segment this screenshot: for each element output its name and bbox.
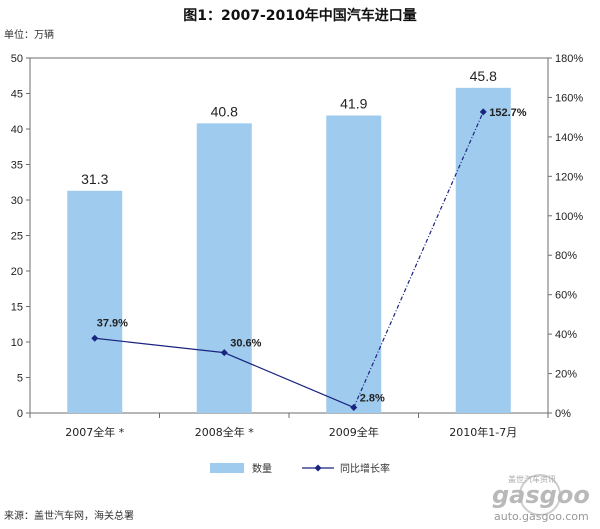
y-right-tick-label: 0%	[555, 408, 571, 420]
bar-1	[67, 190, 123, 413]
y-left-tick-label: 15	[11, 302, 23, 314]
growth-point-2	[220, 349, 228, 357]
bar-value-label: 31.3	[81, 171, 108, 187]
watermark-logo: 盖世汽车资讯 gasgoo auto.gasgoo.com	[492, 474, 590, 523]
source-note: 来源：盖世汽车网，海关总署	[4, 509, 134, 522]
growth-point-1	[91, 334, 99, 342]
y-right-tick-label: 20%	[555, 369, 577, 381]
growth-point-3	[350, 403, 358, 411]
legend-label-bars: 数量	[252, 462, 272, 475]
y-left-tick-label: 45	[11, 89, 23, 101]
x-category-label: 2009全年	[329, 425, 379, 439]
y-left-tick-label: 0	[17, 408, 23, 420]
y-left-tick-label: 25	[11, 231, 23, 243]
y-left-tick-label: 40	[11, 124, 23, 136]
bar-3	[326, 115, 382, 413]
y-right-tick-label: 100%	[555, 211, 583, 223]
y-right-tick-label: 160%	[555, 92, 583, 104]
y-right-tick-label: 40%	[555, 329, 577, 341]
y-left-tick-label: 35	[11, 160, 23, 172]
y-left-tick-label: 10	[11, 337, 23, 349]
y-right-tick-label: 80%	[555, 250, 577, 262]
x-category-label: 2008全年 *	[195, 425, 254, 439]
plot-area: 0 5 10 15 20 25 30 35 40 45 50 0% 20% 40% 60% 80% 100% 12…	[11, 53, 584, 475]
y-right-tick-label: 120%	[555, 171, 583, 183]
y-right-tick-label: 180%	[555, 53, 583, 65]
y-right-tick-label: 140%	[555, 132, 583, 144]
legend-swatch-marker	[314, 464, 322, 472]
bar-value-label: 40.8	[211, 103, 238, 119]
growth-value-label: 30.6%	[230, 338, 261, 350]
y-left-tick-label: 20	[11, 266, 23, 278]
growth-point-4	[479, 108, 487, 116]
legend-swatch-bars	[210, 463, 244, 473]
watermark-tagline: 盖世汽车资讯	[508, 474, 556, 484]
x-category-label: 2010年1-7月	[449, 425, 517, 439]
watermark-url: auto.gasgoo.com	[494, 510, 589, 523]
unit-label: 单位：万辆	[4, 28, 54, 41]
bar-value-label: 45.8	[470, 68, 497, 84]
y-right-tick-label: 60%	[555, 290, 577, 302]
chart-title: 图1：2007-2010年中国汽车进口量	[183, 7, 416, 24]
growth-line-segment	[94, 337, 225, 354]
growth-value-label: 2.8%	[360, 392, 385, 404]
growth-value-label: 37.9%	[97, 317, 128, 329]
watermark-ring	[519, 474, 561, 516]
bar-4	[455, 87, 511, 413]
watermark-brand: gasgoo	[492, 481, 590, 509]
growth-line-segment	[224, 352, 354, 409]
y-left-tick-label: 5	[17, 373, 23, 385]
bar-value-label: 41.9	[340, 96, 367, 112]
y-left-tick-label: 30	[11, 195, 23, 207]
legend-label-line: 同比增长率	[340, 462, 390, 475]
growth-value-label: 152.7%	[489, 107, 527, 119]
bar-2	[196, 123, 252, 413]
x-category-label: 2007全年 *	[65, 425, 124, 439]
y-left-tick-label: 50	[11, 53, 23, 65]
